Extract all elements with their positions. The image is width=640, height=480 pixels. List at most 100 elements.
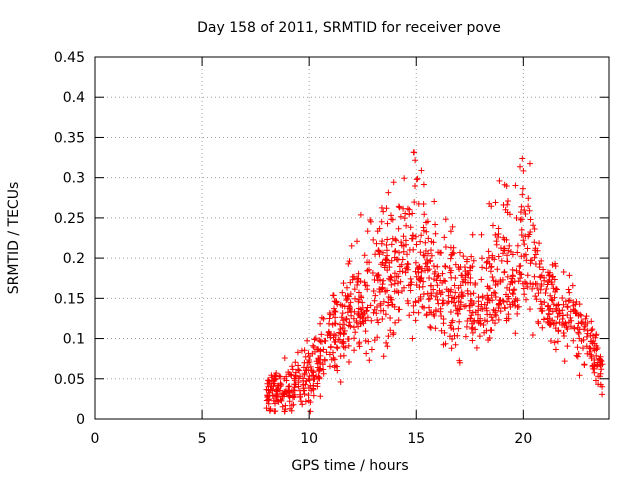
- data-point: [278, 397, 285, 404]
- data-point: [439, 297, 446, 304]
- data-point: [483, 265, 490, 272]
- data-point: [468, 253, 475, 260]
- data-point: [540, 316, 547, 323]
- data-point: [507, 281, 514, 288]
- data-point: [321, 356, 328, 363]
- data-point: [430, 286, 437, 293]
- data-point: [537, 298, 544, 305]
- data-point: [455, 325, 462, 332]
- data-point: [287, 405, 293, 412]
- data-point: [380, 353, 387, 360]
- data-point: [427, 282, 434, 289]
- data-point: [569, 282, 576, 289]
- data-point: [442, 216, 449, 223]
- data-point: [527, 229, 534, 235]
- data-point: [531, 273, 538, 280]
- data-point: [403, 222, 410, 229]
- data-point: [423, 263, 430, 270]
- data-point: [264, 392, 271, 399]
- data-point: [398, 239, 405, 246]
- data-point: [566, 319, 572, 326]
- data-point: [372, 292, 379, 299]
- data-point: [371, 306, 378, 313]
- data-point: [484, 283, 491, 290]
- data-point: [448, 252, 455, 258]
- data-point: [506, 242, 513, 249]
- data-point: [271, 380, 278, 387]
- data-point: [443, 286, 450, 293]
- data-point: [380, 208, 387, 215]
- data-point: [326, 315, 333, 322]
- data-point: [423, 311, 430, 318]
- data-point: [564, 326, 571, 332]
- data-point: [469, 337, 476, 344]
- data-point: [345, 293, 352, 300]
- data-point: [484, 258, 491, 265]
- data-point: [512, 302, 519, 309]
- data-point: [294, 349, 301, 356]
- data-point: [538, 257, 545, 264]
- data-point: [550, 301, 557, 308]
- data-point: [519, 155, 526, 162]
- data-point: [399, 288, 405, 294]
- data-point: [354, 279, 361, 285]
- data-point: [273, 370, 280, 377]
- data-point: [457, 249, 463, 256]
- data-point: [310, 344, 317, 351]
- data-point: [479, 306, 486, 312]
- data-point: [299, 401, 306, 408]
- data-point: [584, 320, 591, 326]
- data-point: [337, 330, 344, 337]
- data-point: [479, 255, 485, 262]
- data-point: [428, 292, 435, 299]
- data-point: [447, 228, 454, 235]
- data-point: [579, 319, 586, 325]
- data-point: [518, 203, 525, 210]
- data-point: [365, 338, 372, 345]
- data-point: [428, 252, 435, 259]
- data-point: [318, 331, 325, 338]
- data-point: [310, 372, 317, 379]
- data-point: [412, 298, 419, 305]
- data-point: [495, 253, 502, 260]
- data-point: [355, 323, 362, 330]
- data-point: [567, 314, 574, 321]
- data-point: [327, 332, 334, 339]
- data-point: [522, 251, 529, 258]
- data-point: [302, 398, 309, 405]
- data-point: [532, 251, 539, 258]
- data-point: [517, 209, 524, 216]
- data-point: [452, 341, 459, 348]
- data-point: [357, 211, 364, 218]
- data-point: [414, 264, 421, 271]
- data-point: [442, 278, 449, 285]
- data-point: [576, 301, 583, 308]
- data-point: [361, 252, 368, 259]
- data-point: [520, 167, 527, 174]
- data-point: [527, 260, 534, 267]
- data-point: [412, 183, 418, 189]
- data-point: [412, 233, 419, 240]
- data-point: [504, 252, 510, 259]
- data-point: [469, 324, 476, 331]
- data-point: [525, 195, 532, 202]
- data-point: [448, 274, 455, 281]
- data-point: [434, 296, 441, 303]
- data-point: [581, 326, 587, 333]
- data-point: [359, 299, 366, 306]
- data-point: [323, 349, 330, 356]
- data-point: [489, 297, 496, 304]
- data-point: [575, 329, 582, 336]
- data-point: [271, 408, 278, 415]
- data-point: [524, 245, 531, 252]
- data-point: [544, 315, 551, 322]
- data-point: [490, 306, 497, 313]
- data-point: [487, 311, 493, 318]
- data-point: [495, 316, 502, 323]
- data-point: [395, 203, 402, 210]
- data-point: [364, 314, 371, 321]
- data-point: [408, 279, 415, 286]
- data-point: [527, 306, 533, 313]
- data-point: [310, 392, 317, 399]
- data-point: [383, 256, 390, 263]
